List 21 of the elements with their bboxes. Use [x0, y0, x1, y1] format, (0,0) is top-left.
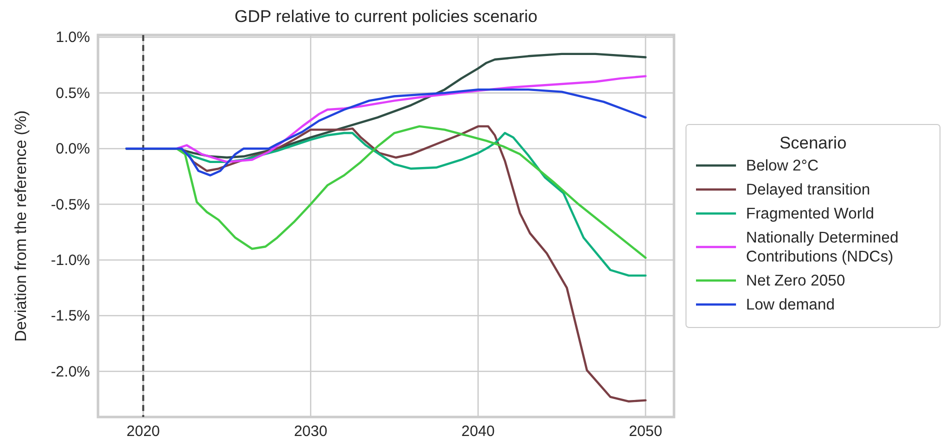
- y-tick-label: -1.5%: [50, 308, 90, 325]
- legend-label: Below 2°C: [746, 158, 819, 174]
- legend-label: Low demand: [746, 296, 835, 314]
- y-axis-title: Deviation from the reference (%): [13, 110, 30, 342]
- x-tick-label: 2040: [461, 423, 495, 440]
- legend-label: Fragmented World: [746, 206, 874, 222]
- x-tick-label: 2030: [294, 423, 328, 440]
- legend-label: Delayed transition: [746, 182, 870, 198]
- y-tick-label: 1.0%: [56, 29, 90, 46]
- chart-title: GDP relative to current policies scenario: [234, 7, 538, 26]
- x-tick-label: 2020: [126, 423, 160, 440]
- y-tick-label: 0.5%: [56, 84, 90, 102]
- legend-label: Nationally Determined Contributions (NDCs): [746, 230, 898, 266]
- y-tick-label: -1.0%: [50, 252, 90, 269]
- y-tick-label: -0.5%: [50, 196, 90, 214]
- y-tick-label: -2.0%: [50, 363, 90, 380]
- legend-title: Scenario: [779, 134, 847, 152]
- legend-label: Net Zero 2050: [746, 272, 846, 290]
- x-tick-label: 2050: [628, 423, 662, 440]
- y-tick-label: 0.0%: [56, 140, 90, 158]
- line-series: [125, 88, 647, 176]
